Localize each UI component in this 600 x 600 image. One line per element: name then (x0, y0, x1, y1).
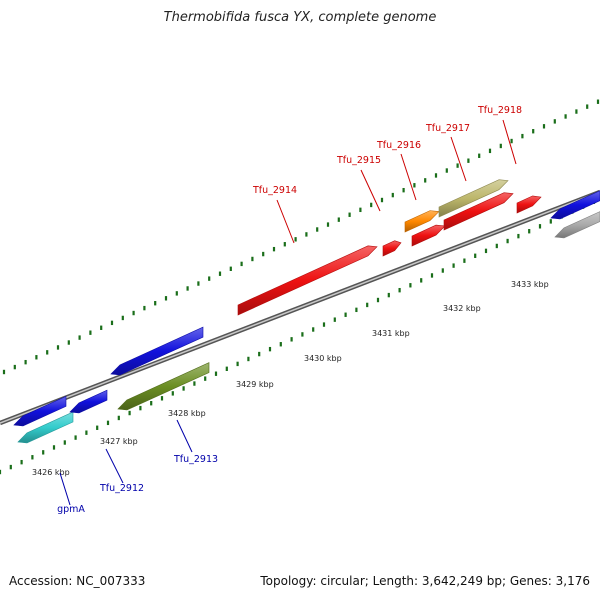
gene-label-leader (276, 199, 295, 244)
scale-label: 3427 kbp (100, 437, 138, 446)
genome-title: Thermobifida fusca YX, complete genome (163, 10, 437, 25)
gene-label-leader (176, 419, 193, 453)
gene-label-Tfu_2914[interactable]: Tfu_2914 (252, 185, 297, 196)
accession-text: Accession: NC_007333 (9, 574, 146, 588)
scale-label: 3428 kbp (168, 409, 206, 418)
scale-label: 3426 kbp (32, 468, 70, 477)
genome-backbone-highlight (0, 191, 600, 424)
scale-label: 3431 kbp (372, 329, 410, 338)
gene-label-leader (105, 448, 124, 484)
gene-Tfu_2915-arrow[interactable] (382, 240, 402, 257)
scale-label: 3430 kbp (304, 354, 342, 363)
gene-label-leader (360, 169, 381, 212)
unlabeled-gene-arrow[interactable] (554, 211, 600, 239)
scale-label: 3433 kbp (511, 280, 549, 289)
gene-label-Tfu_2918[interactable]: Tfu_2918 (477, 105, 522, 116)
gene-label-Tfu_2913[interactable]: Tfu_2913 (173, 454, 218, 465)
gene-label-leader (450, 136, 467, 182)
gene-gpmA-arrow[interactable] (17, 411, 74, 444)
unlabeled-gene-arrow[interactable] (443, 192, 514, 231)
gene-Tfu_2913-arrow[interactable] (117, 362, 210, 411)
gene-Tfu_2917-arrow[interactable] (438, 179, 509, 218)
gene-label-Tfu_2917[interactable]: Tfu_2917 (425, 123, 470, 134)
gene-Tfu_2912-arrow[interactable] (69, 389, 108, 414)
gene-label-gpmA[interactable]: gpmA (57, 504, 85, 515)
gene-label-Tfu_2915[interactable]: Tfu_2915 (336, 155, 381, 166)
gene-Tfu_2914-arrow[interactable] (237, 245, 378, 316)
gene-label-leader (502, 119, 517, 165)
genome-info-text: Topology: circular; Length: 3,642,249 bp… (260, 574, 590, 588)
unlabeled-gene-arrow[interactable] (13, 395, 67, 427)
unlabeled-gene-arrow[interactable] (110, 326, 204, 376)
scale-label: 3432 kbp (443, 304, 481, 313)
gene-Tfu_2916-arrow[interactable] (404, 210, 440, 233)
gene-label-Tfu_2916[interactable]: Tfu_2916 (376, 140, 421, 151)
gene-label-leader (59, 472, 71, 506)
gene-label-Tfu_2912[interactable]: Tfu_2912 (99, 483, 144, 494)
gene-Tfu_2918-arrow[interactable] (516, 195, 542, 214)
unlabeled-gene-arrow[interactable] (550, 190, 600, 220)
scale-label: 3429 kbp (236, 380, 274, 389)
gene-label-leader (400, 153, 417, 201)
unlabeled-gene-arrow[interactable] (411, 224, 446, 247)
